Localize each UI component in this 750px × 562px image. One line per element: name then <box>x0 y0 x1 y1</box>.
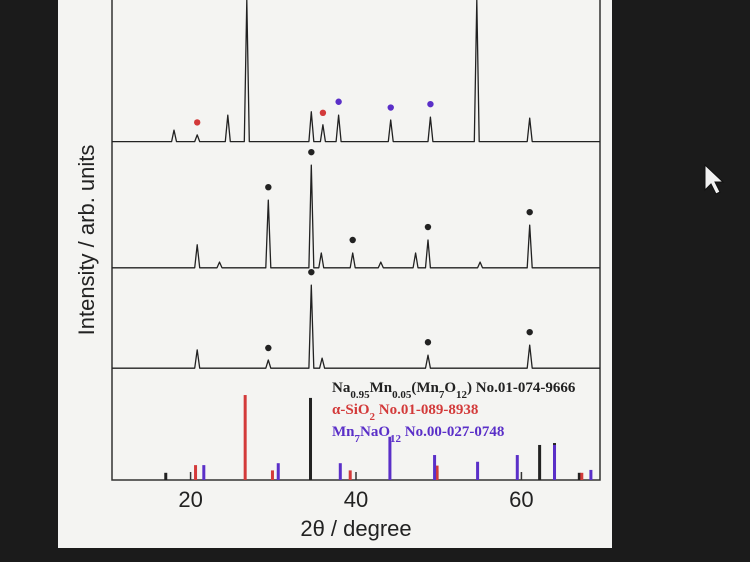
peak-marker <box>526 328 533 336</box>
pattern-line <box>112 284 600 369</box>
reference-stick <box>388 436 392 480</box>
reference-stick <box>589 469 593 480</box>
peak-marker <box>193 119 201 126</box>
peak-marker <box>427 100 434 108</box>
reference-stick <box>435 465 439 480</box>
reference-stick <box>538 444 542 480</box>
reference-stick <box>476 461 480 480</box>
chart-panel <box>58 0 612 548</box>
peak-marker <box>265 184 272 191</box>
legend-entry: Na0.95Mn0.05(Mn7O12) No.01-074-9666 <box>332 380 576 401</box>
reference-stick <box>338 463 342 480</box>
plot-area <box>112 0 600 480</box>
reference-stick <box>243 395 247 480</box>
legend-entry: Mn7NaO12 No.00-027-0748 <box>332 424 504 445</box>
peak-marker <box>424 223 432 231</box>
x-tick-label: 60 <box>509 487 533 512</box>
reference-stick <box>348 470 352 480</box>
legend-entry: α-SiO2 No.01-089-8938 <box>332 402 478 423</box>
reference-stick <box>580 472 584 480</box>
reference-stick <box>309 397 313 480</box>
pattern-line <box>112 164 600 269</box>
peak-marker <box>335 98 342 105</box>
y-axis-label: Intensity / arb. units <box>74 145 99 336</box>
peak-marker <box>526 208 533 216</box>
pattern-line <box>112 0 600 143</box>
reference-stick <box>553 444 557 480</box>
peak-marker <box>265 344 272 352</box>
peak-marker <box>349 236 356 244</box>
reference-stick <box>276 463 280 480</box>
peak-marker <box>319 109 327 117</box>
reference-stick <box>164 472 168 480</box>
mouse-cursor <box>704 163 725 195</box>
x-tick-label: 40 <box>344 487 368 512</box>
peak-marker <box>424 339 432 346</box>
reference-stick <box>515 455 519 480</box>
x-axis-label: 2θ / degree <box>300 516 411 541</box>
x-tick-label: 20 <box>178 487 202 512</box>
peak-marker <box>308 268 315 276</box>
peak-marker <box>308 148 315 156</box>
reference-stick <box>270 470 274 480</box>
reference-stick <box>433 455 437 480</box>
reference-stick <box>577 472 581 480</box>
reference-stick <box>194 465 198 480</box>
reference-stick <box>202 465 206 480</box>
peak-marker <box>387 104 394 111</box>
